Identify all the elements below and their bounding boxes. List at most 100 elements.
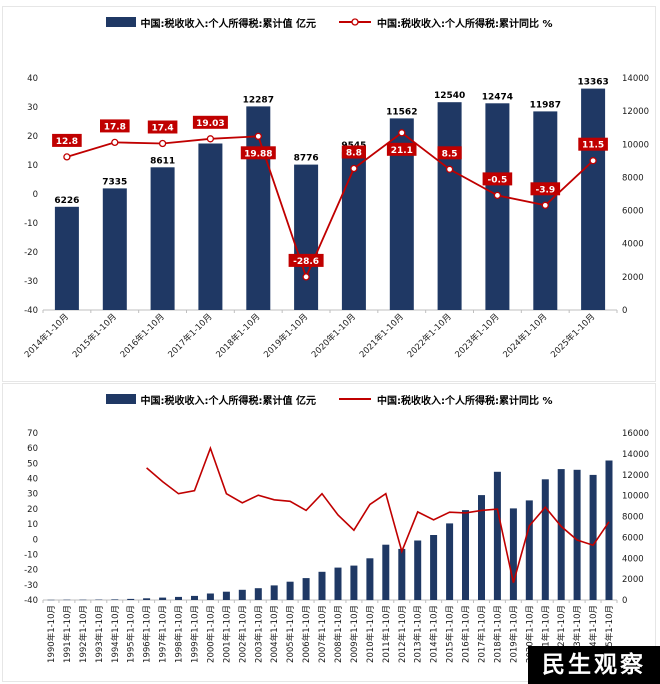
x-axis-category-label: 2024年1-10月 bbox=[501, 311, 550, 360]
x-axis-category-label: 2017年1-10月 bbox=[166, 311, 215, 360]
right-axis-tick-label: 2000 bbox=[622, 575, 644, 585]
bar bbox=[493, 471, 501, 600]
right-axis-tick-label: 14000 bbox=[622, 450, 649, 460]
bar bbox=[382, 544, 390, 600]
bar-value-label: 12287 bbox=[243, 95, 274, 105]
bar bbox=[238, 589, 246, 600]
x-axis-category-label: 1997年1-10月 bbox=[158, 605, 169, 663]
bar-value-label: 7335 bbox=[102, 177, 127, 187]
line-marker bbox=[254, 132, 262, 140]
bar bbox=[318, 571, 326, 600]
left-axis-tick-label: 40 bbox=[27, 475, 38, 485]
bar bbox=[206, 593, 214, 600]
bar bbox=[102, 188, 127, 310]
line-marker bbox=[589, 157, 597, 165]
right-axis-tick-label: 2000 bbox=[622, 273, 644, 283]
x-axis-category-label: 2019年1-10月 bbox=[508, 605, 519, 663]
x-axis-category-label: 2008年1-10月 bbox=[333, 605, 344, 663]
x-axis-category-label: 2021年1-10月 bbox=[357, 311, 406, 360]
x-axis-category-label: 2014年1-10月 bbox=[22, 311, 71, 360]
x-axis-category-label: 2007年1-10月 bbox=[317, 605, 328, 663]
x-axis-category-label: 2016年1-10月 bbox=[118, 311, 167, 360]
chart-panel-full-history: 中国:税收收入:个人所得税:累计值 亿元 中国:税收收入:个人所得税:累计同比 … bbox=[2, 383, 656, 682]
chart-canvas-recent-years: 40 30 20 10 0 -10 -20 -30 -40 14000 12000 10000 8000… bbox=[22, 74, 649, 360]
bar bbox=[589, 474, 597, 600]
right-axis-tick-label: 6000 bbox=[622, 533, 644, 543]
left-axis-tick-label: 50 bbox=[27, 459, 38, 469]
line-series-label: 中国:税收收入:个人所得税:累计同比 % bbox=[376, 395, 553, 407]
left-axis-tick-label: -10 bbox=[24, 219, 38, 229]
bar bbox=[198, 143, 223, 310]
x-axis-category-label: 1994年1-10月 bbox=[110, 605, 121, 663]
bar-value-label: 12540 bbox=[434, 91, 465, 101]
bar-series-label: 中国:税收收入:个人所得税:累计值 亿元 bbox=[140, 18, 316, 30]
line-series bbox=[146, 445, 610, 583]
line-marker bbox=[350, 164, 358, 173]
left-axis-tick-label: 20 bbox=[27, 505, 38, 515]
line-value-label: 17.4 bbox=[151, 124, 173, 134]
bar-series-swatch bbox=[105, 17, 136, 27]
line-value-label-box bbox=[341, 145, 366, 159]
line-marker bbox=[63, 153, 71, 161]
bar bbox=[222, 591, 230, 600]
line-series-swatch bbox=[338, 18, 371, 26]
line-value-label-box bbox=[530, 182, 561, 196]
x-axis-category-label: 2023年1-10月 bbox=[572, 605, 583, 663]
bar bbox=[302, 578, 310, 600]
x-axis-category-label: 2018年1-10月 bbox=[214, 311, 263, 360]
x-axis-category-label: 2003年1-10月 bbox=[253, 605, 264, 663]
left-axis-tick-label: -30 bbox=[24, 277, 38, 287]
x-axis-category-label: 2015年1-10月 bbox=[70, 311, 119, 360]
x-axis-category-label: 2020年1-10月 bbox=[524, 605, 535, 663]
bar bbox=[446, 523, 454, 600]
x-axis-category-label: 1998年1-10月 bbox=[174, 605, 185, 663]
right-axis-tick-label: 4000 bbox=[622, 240, 644, 250]
x-axis-category-label: 2000年1-10月 bbox=[205, 605, 216, 663]
bar bbox=[159, 597, 167, 600]
x-axis-category-label: 2022年1-10月 bbox=[556, 605, 567, 663]
x-axis-category-label: 1991年1-10月 bbox=[62, 605, 73, 663]
line-value-label: -3.9 bbox=[535, 185, 555, 195]
bar-value-label: 11562 bbox=[386, 107, 417, 117]
bar bbox=[414, 540, 422, 600]
line-value-label-box bbox=[52, 133, 82, 147]
bar bbox=[270, 585, 278, 600]
line-value-label-box bbox=[288, 253, 324, 267]
bar-value-label: 8776 bbox=[294, 154, 319, 164]
x-axis-category-label: 1999年1-10月 bbox=[190, 605, 201, 663]
bar bbox=[525, 500, 533, 600]
line-marker bbox=[206, 135, 215, 143]
x-axis-category-label: 2001年1-10月 bbox=[221, 605, 232, 663]
right-axis-tick-label: 14000 bbox=[622, 74, 649, 84]
line-value-label-box bbox=[192, 115, 228, 129]
bar bbox=[533, 111, 558, 311]
line-value-label: -28.6 bbox=[293, 257, 319, 267]
bar bbox=[398, 548, 406, 600]
right-axis-tick-label: 10000 bbox=[622, 140, 649, 150]
line-value-label: 17.8 bbox=[104, 122, 126, 132]
line-value-label: 8.5 bbox=[442, 149, 458, 159]
line-marker bbox=[541, 201, 549, 209]
legend-item-bar: 中国:税收收入:个人所得税:累计值 亿元 bbox=[105, 392, 316, 407]
line-marker bbox=[493, 191, 502, 200]
bar bbox=[350, 565, 358, 600]
line-marker bbox=[302, 273, 310, 281]
x-axis-category-label: 2025年1-10月 bbox=[604, 605, 615, 663]
left-axis-tick-label: 0 bbox=[33, 190, 38, 200]
line-value-label: 19.03 bbox=[196, 119, 224, 129]
bar bbox=[294, 164, 319, 310]
left-axis-tick-label: 10 bbox=[27, 520, 38, 530]
x-axis-category-label: 2005年1-10月 bbox=[285, 605, 296, 663]
x-axis-category-label: 2021年1-10月 bbox=[540, 605, 551, 663]
left-axis-tick-label: -10 bbox=[24, 550, 38, 560]
line-value-label-box bbox=[578, 137, 608, 151]
x-axis-category-label: 1996年1-10月 bbox=[142, 605, 153, 663]
left-axis-tick-label: -20 bbox=[24, 248, 38, 258]
left-axis-tick-label: 40 bbox=[27, 74, 38, 84]
x-axis-category-label: 1995年1-10月 bbox=[126, 605, 137, 663]
bar bbox=[341, 151, 366, 310]
legend-item-line: 中国:税收收入:个人所得税:累计同比 % bbox=[338, 392, 553, 407]
x-axis-category-label: 2016年1-10月 bbox=[461, 605, 472, 663]
line-value-label-box bbox=[147, 120, 178, 134]
